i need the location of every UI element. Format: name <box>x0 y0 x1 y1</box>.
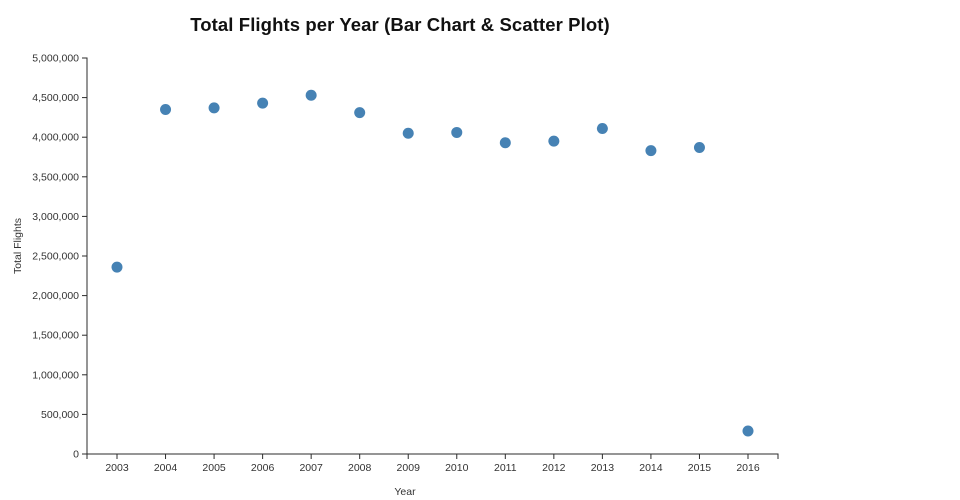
x-tick-label: 2009 <box>397 462 421 474</box>
data-point <box>257 97 269 109</box>
x-tick-label: 2014 <box>639 462 663 474</box>
data-point <box>499 137 511 149</box>
x-tick-label: 2011 <box>494 462 517 474</box>
y-tick-label: 500,000 <box>41 409 79 421</box>
data-point <box>305 89 317 101</box>
data-point <box>451 126 463 138</box>
y-tick-label: 4,500,000 <box>32 92 79 104</box>
data-point <box>111 261 123 273</box>
x-tick-label: 2010 <box>445 462 469 474</box>
y-tick-label: 1,500,000 <box>32 330 79 342</box>
x-tick-label: 2004 <box>154 462 178 474</box>
x-tick-label: 2006 <box>251 462 275 474</box>
x-axis-line <box>86 453 779 459</box>
y-tick-label: 2,500,000 <box>32 250 79 262</box>
x-tick-label: 2003 <box>105 462 129 474</box>
x-tick-label: 2015 <box>688 462 712 474</box>
data-point <box>548 135 560 147</box>
y-axis-label: Total Flights <box>12 218 24 274</box>
x-tick-label: 2016 <box>736 462 760 474</box>
y-tick-label: 4,000,000 <box>32 132 79 144</box>
y-axis: 0 500,000 1,000,000 1,500,000 2,000,000 2,500… <box>32 52 88 460</box>
y-tick-label: 1,000,000 <box>32 369 79 381</box>
data-point <box>742 425 754 437</box>
x-tick-label: 2008 <box>348 462 372 474</box>
y-tick-label: 0 <box>73 448 79 460</box>
y-tick-label: 3,500,000 <box>32 171 79 183</box>
x-tick-label: 2012 <box>542 462 566 474</box>
x-axis-label: Year <box>394 486 416 498</box>
scatter-series <box>111 89 754 437</box>
x-axis: 2003 2004 2005 2006 2007 2008 2009 2010 2011 2012… <box>86 453 779 474</box>
x-tick-label: 2013 <box>591 462 615 474</box>
data-point <box>354 107 366 119</box>
data-point <box>160 103 172 115</box>
chart-title: Total Flights per Year (Bar Chart & Scat… <box>190 14 610 35</box>
x-tick-label: 2007 <box>299 462 323 474</box>
data-point <box>645 145 657 157</box>
y-tick-label: 3,000,000 <box>32 211 79 223</box>
data-point <box>208 102 220 114</box>
data-point <box>596 122 608 134</box>
y-tick-label: 2,000,000 <box>32 290 79 302</box>
data-point <box>402 127 414 139</box>
y-tick-label: 5,000,000 <box>32 52 79 64</box>
data-point <box>693 141 705 153</box>
x-tick-label: 2005 <box>202 462 226 474</box>
